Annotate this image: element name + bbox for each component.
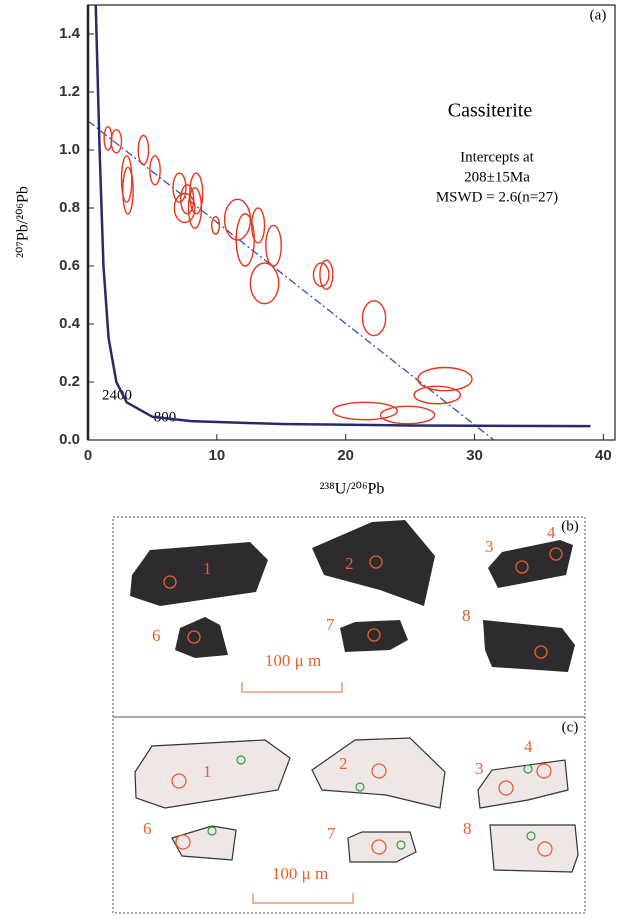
error-ellipse bbox=[380, 406, 434, 423]
error-ellipse bbox=[362, 301, 385, 336]
annotation: Intercepts at bbox=[460, 149, 535, 165]
grain-label: 4 bbox=[524, 737, 533, 756]
error-ellipse bbox=[320, 260, 333, 289]
grain-label: 6 bbox=[152, 626, 161, 645]
grain-label: 4 bbox=[547, 523, 556, 542]
y-tick-label: 0.8 bbox=[59, 199, 80, 216]
grain-label: 1 bbox=[203, 559, 212, 578]
y-tick-label: 1.2 bbox=[59, 83, 80, 100]
error-ellipse bbox=[225, 199, 251, 240]
y-axis-label: ²⁰⁷Pb/²⁰⁶Pb bbox=[15, 186, 32, 258]
page: (a) Cassiterite Intercepts at 208±15Ma M… bbox=[0, 0, 632, 921]
y-tick-label: 0.6 bbox=[59, 257, 80, 274]
grain-label: 3 bbox=[475, 759, 484, 778]
annotation: 208±15Ma bbox=[464, 169, 530, 185]
y-tick-label: 0.0 bbox=[59, 431, 80, 448]
x-tick-label: 0 bbox=[84, 447, 92, 464]
grain-images bbox=[135, 738, 578, 872]
error-ellipse bbox=[333, 402, 397, 419]
regression-line bbox=[88, 121, 494, 440]
plot-frame bbox=[88, 5, 615, 440]
y-tick-label: 1.0 bbox=[59, 141, 80, 158]
y-tick-label: 0.4 bbox=[59, 315, 81, 332]
grain-label: 2 bbox=[345, 554, 354, 573]
curve-label: 2400 bbox=[102, 387, 132, 403]
grain-label: 1 bbox=[203, 762, 212, 781]
figure: (a) Cassiterite Intercepts at 208±15Ma M… bbox=[0, 0, 632, 916]
error-ellipse bbox=[138, 136, 148, 165]
y-tick-label: 0.2 bbox=[59, 373, 80, 390]
x-tick-label: 10 bbox=[209, 447, 226, 464]
panel-label: (b) bbox=[561, 518, 579, 534]
panel-label: (a) bbox=[590, 7, 607, 23]
scale-bar bbox=[253, 893, 353, 903]
x-tick-label: 20 bbox=[337, 447, 354, 464]
x-tick-label: 30 bbox=[466, 447, 483, 464]
y-tick-label: 1.4 bbox=[59, 25, 81, 42]
error-ellipse bbox=[212, 217, 220, 234]
scale-bar-label: 100 μ m bbox=[265, 651, 321, 670]
scale-bar-label: 100 μ m bbox=[272, 864, 328, 883]
grain-images bbox=[130, 520, 575, 672]
grain-label: 7 bbox=[327, 824, 336, 843]
x-tick-label: 40 bbox=[595, 447, 612, 464]
error-ellipse bbox=[250, 263, 278, 304]
error-ellipse bbox=[252, 208, 265, 243]
grain-label: 8 bbox=[462, 606, 471, 625]
grain-label: 8 bbox=[463, 819, 472, 838]
grain-label: 2 bbox=[339, 754, 348, 773]
error-ellipse bbox=[266, 225, 281, 266]
chart-title: Cassiterite bbox=[448, 100, 533, 122]
panel-label: (c) bbox=[562, 719, 579, 735]
concordia-curve bbox=[96, 5, 591, 426]
x-axis-label: ²³⁸U/²⁰⁶Pb bbox=[320, 481, 385, 498]
annotation: MSWD = 2.6(n=27) bbox=[436, 189, 558, 205]
error-ellipse bbox=[111, 130, 121, 153]
grain-label: 3 bbox=[485, 537, 494, 556]
grain-label: 7 bbox=[326, 615, 335, 634]
grain-label: 6 bbox=[143, 819, 152, 838]
scale-bar bbox=[242, 682, 342, 692]
